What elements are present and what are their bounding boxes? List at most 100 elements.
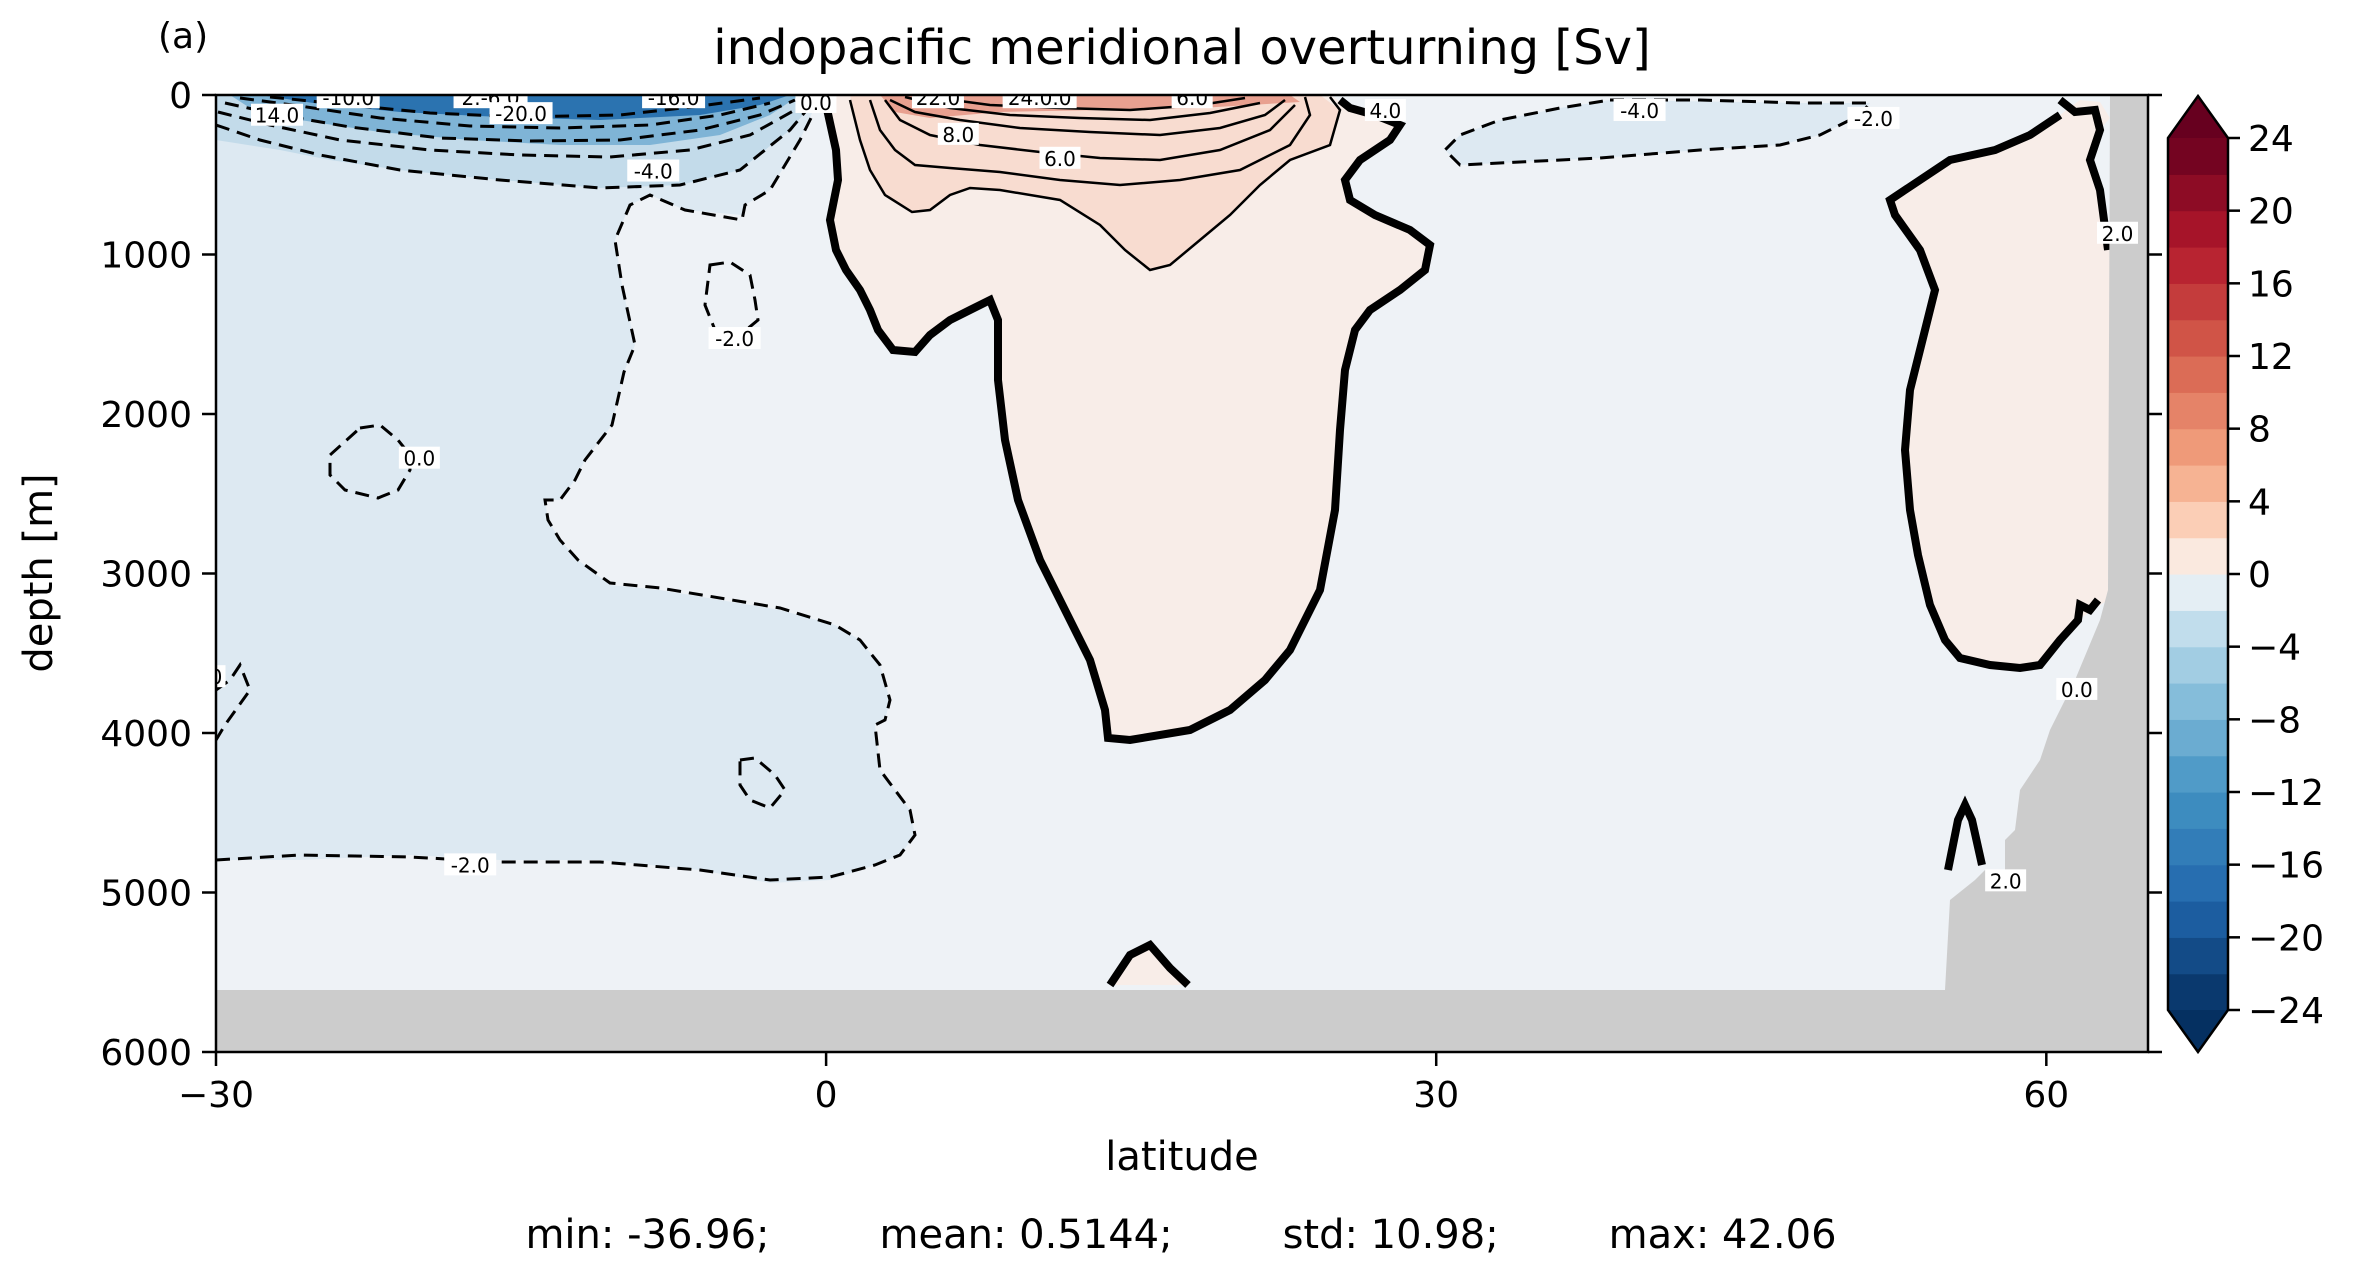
colorbar-level bbox=[2168, 574, 2228, 611]
contour-label: 8.0 bbox=[942, 123, 974, 147]
colorbar-level bbox=[2168, 610, 2228, 648]
colorbar-tick-label: 20 bbox=[2248, 192, 2294, 233]
contour-label: 0.0 bbox=[2061, 678, 2093, 702]
contour-label: 14.0 bbox=[255, 104, 300, 128]
y-tick-label: 5000 bbox=[100, 874, 192, 915]
colorbar-level bbox=[2168, 210, 2228, 248]
colorbar-level bbox=[2168, 937, 2228, 975]
contour-label-bg bbox=[1613, 98, 1666, 121]
contour-plus-4 bbox=[868, 96, 1312, 187]
colorbar-tick-label: 8 bbox=[2248, 410, 2271, 451]
panel-label: (a) bbox=[158, 16, 208, 57]
colorbar-extend-min bbox=[2168, 1010, 2228, 1052]
contour-label-bg bbox=[937, 122, 979, 145]
contour-label-bg bbox=[316, 95, 380, 109]
colorbar-extend-max bbox=[2168, 96, 2228, 138]
contour-label-bg bbox=[1364, 98, 1406, 121]
colorbar-level bbox=[2168, 683, 2228, 720]
colorbar-tick-label: −16 bbox=[2248, 846, 2324, 887]
zero-contour-north bbox=[2057, 96, 2112, 251]
contour-plus-2 bbox=[848, 96, 1342, 272]
contour-north-neg bbox=[1442, 98, 1874, 167]
stat-max: max: 42.06 bbox=[1608, 1212, 1837, 1258]
colorbar-level bbox=[2168, 792, 2228, 829]
colorbar-tick-label: −12 bbox=[2248, 773, 2324, 814]
contour-label: 0.0 bbox=[800, 91, 832, 115]
contour-deep-loop-1 bbox=[703, 260, 760, 337]
positive-region-fill bbox=[825, 95, 1430, 740]
contour-minus-6 bbox=[217, 108, 796, 159]
contour-label-bg bbox=[911, 95, 964, 109]
y-axis-label: depth [m] bbox=[16, 473, 62, 672]
contour-label: -16.0 bbox=[648, 86, 700, 110]
contour-label-bg bbox=[1039, 146, 1081, 169]
contour-plus-8 bbox=[889, 98, 1286, 137]
summary-statistics: min: -36.96; mean: 0.5144; std: 10.98; max:… bbox=[0, 1212, 2362, 1258]
colorbar-tick-label: −8 bbox=[2248, 700, 2301, 741]
contour-label-bg bbox=[1847, 106, 1900, 129]
colorbar-tick-label: 12 bbox=[2248, 337, 2294, 378]
contour-minus-10 bbox=[239, 96, 771, 130]
contour-label-bg bbox=[1002, 95, 1077, 109]
contour-label-bg bbox=[708, 327, 761, 350]
colorbar-level bbox=[2168, 901, 2228, 938]
contour-minus-8 bbox=[224, 98, 796, 143]
x-tick-label: 30 bbox=[1413, 1075, 1459, 1116]
colorbar-level bbox=[2168, 864, 2228, 902]
colorbar-tick-label: −4 bbox=[2248, 628, 2301, 669]
colorbar-level bbox=[2168, 356, 2228, 393]
colorbar-level bbox=[2168, 319, 2228, 357]
x-axis-label: latitude bbox=[1105, 1134, 1258, 1180]
contour-label: 4.0 bbox=[1369, 99, 1401, 123]
colorbar-level bbox=[2168, 138, 2228, 175]
contour-label: 6.0 bbox=[1176, 86, 1208, 110]
contour-label: 0.0 bbox=[403, 447, 435, 471]
negative-region-fill bbox=[216, 95, 915, 883]
y-tick-label: 4000 bbox=[100, 714, 192, 755]
colorbar-tick-label: 4 bbox=[2248, 482, 2271, 523]
contour-label: 2.0 bbox=[1990, 869, 2022, 893]
colorbar-tick-label: 16 bbox=[2248, 264, 2294, 305]
y-tick-label: 1000 bbox=[100, 236, 192, 277]
y-tick-label: 3000 bbox=[100, 555, 192, 596]
stat-min: min: -36.96; bbox=[525, 1212, 770, 1258]
colorbar-level bbox=[2168, 537, 2228, 575]
zero-contour-deep-bump bbox=[1106, 940, 1191, 988]
contour-label-bg bbox=[627, 159, 680, 182]
contour-label-bg bbox=[2056, 677, 2098, 700]
colorbar-level bbox=[2168, 465, 2228, 502]
zero-contours bbox=[821, 96, 2112, 988]
colorbar-level bbox=[2168, 283, 2228, 321]
colorbar-level bbox=[2168, 174, 2228, 212]
contour-label-bg bbox=[489, 102, 553, 125]
contour-label: -4.0 bbox=[634, 160, 673, 184]
contour-label: -2.0 bbox=[1854, 107, 1893, 131]
contour-label-bg bbox=[251, 103, 304, 126]
contour-left-edge bbox=[216, 661, 252, 741]
x-tick-label: 0 bbox=[815, 1075, 838, 1116]
colorbar-level bbox=[2168, 392, 2228, 430]
colorbar-tick-label: 24 bbox=[2248, 119, 2294, 160]
north-topography bbox=[1940, 95, 2148, 1052]
stat-mean: mean: 0.5144; bbox=[879, 1212, 1173, 1258]
colorbar-level bbox=[2168, 719, 2228, 757]
stat-std: std: 10.98; bbox=[1282, 1212, 1499, 1258]
deep-positive-fill bbox=[1110, 945, 1188, 985]
zero-contour-main bbox=[821, 96, 1435, 745]
colorbar-tick-label: 0 bbox=[2248, 555, 2271, 596]
land-mask bbox=[216, 95, 2148, 1052]
contour-label-bg bbox=[642, 95, 706, 109]
colorbar-level bbox=[2168, 247, 2228, 284]
contour-label-bg bbox=[1171, 95, 1213, 109]
contour-label-bg bbox=[1985, 869, 2027, 892]
contour-deep-loop-2 bbox=[328, 423, 412, 500]
y-tick-label: 0 bbox=[169, 76, 192, 117]
contour-label-bg bbox=[795, 95, 837, 113]
y-tick-label: 2000 bbox=[100, 395, 192, 436]
contour-label: -2.0 bbox=[451, 853, 490, 877]
contour-label-bg bbox=[2096, 221, 2138, 244]
contour-label: 2.0 bbox=[2102, 222, 2134, 246]
x-tick-label: 60 bbox=[2023, 1075, 2069, 1116]
contour-label: -10.0 bbox=[322, 86, 374, 110]
